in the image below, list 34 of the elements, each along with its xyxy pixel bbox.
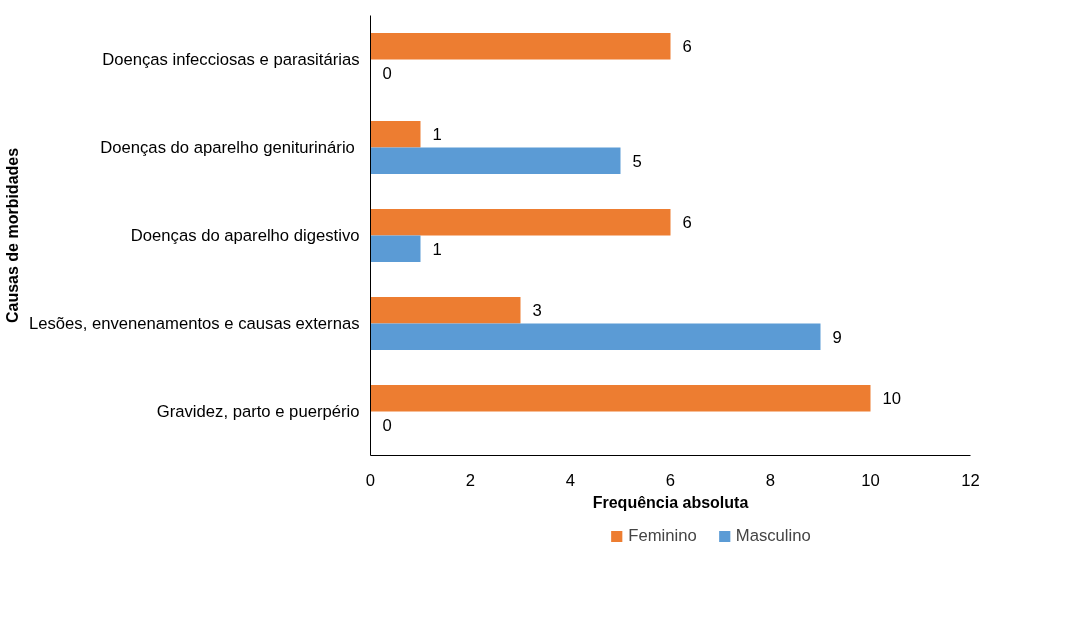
x-axis-title: Frequência absoluta	[592, 493, 749, 511]
data-label: 1	[432, 239, 442, 259]
data-label: 10	[882, 389, 902, 409]
data-label: 1	[432, 125, 442, 145]
x-tick-label: 0	[365, 470, 376, 490]
x-tick-label: 4	[565, 470, 576, 490]
x-tick-label: 12	[961, 470, 980, 490]
data-label: 0	[382, 415, 392, 435]
data-label: 9	[832, 327, 842, 347]
y-tick-label: Doenças infecciosas e parasitárias	[102, 50, 360, 69]
x-tick-label: 8	[765, 470, 776, 490]
bar	[370, 235, 421, 262]
data-label: 6	[682, 37, 692, 57]
y-tick-label: Lesões, envenenamentos e causas externas	[28, 314, 360, 333]
data-label: 6	[682, 213, 692, 233]
y-tick-label: Gravidez, parto e puerpério	[156, 402, 360, 421]
y-axis-title: Causas de morbidades	[3, 147, 21, 324]
y-tick-label: Doenças do aparelho digestivo	[130, 226, 360, 245]
x-tick-label: 6	[665, 470, 676, 490]
bar	[370, 121, 421, 148]
x-tick-label: 10	[861, 470, 880, 490]
bar	[370, 209, 671, 236]
bar	[370, 297, 521, 324]
legend-label: Masculino	[735, 525, 811, 546]
data-label: 3	[532, 301, 542, 321]
bar	[370, 33, 671, 60]
legend-label: Feminino	[628, 525, 697, 546]
y-tick-label: Doenças do aparelho geniturinário	[100, 138, 355, 157]
bar	[370, 147, 621, 174]
x-tick-label: 2	[465, 470, 476, 490]
data-label: 0	[382, 63, 392, 83]
bar	[370, 323, 821, 350]
bar	[370, 385, 871, 412]
data-label: 5	[632, 151, 642, 171]
